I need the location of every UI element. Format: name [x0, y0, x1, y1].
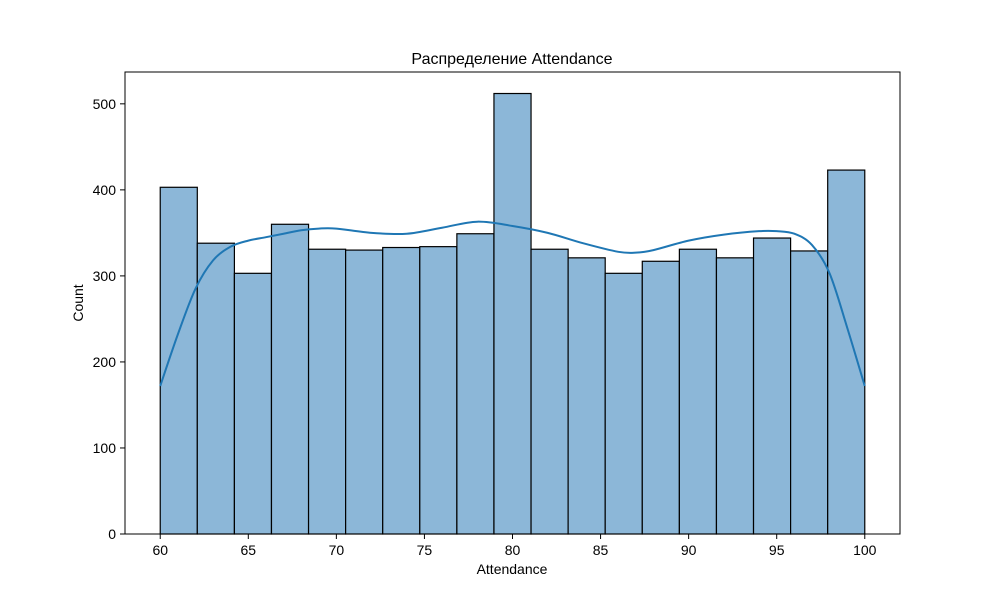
x-tick-label: 70 [329, 542, 345, 558]
x-tick-label: 80 [505, 542, 521, 558]
histogram-bar [530, 248, 569, 535]
plot-frame [124, 71, 901, 535]
histogram-bar [715, 257, 755, 535]
y-tick-label: 300 [93, 268, 117, 284]
histogram-bar [159, 186, 198, 535]
x-tick-label: 60 [152, 542, 168, 558]
y-axis-label: Count [70, 284, 86, 321]
y-tick-label: 500 [93, 96, 117, 112]
y-tick-label: 200 [93, 354, 117, 370]
x-tick-label: 90 [681, 542, 697, 558]
kde-group [159, 220, 866, 387]
x-axis-label: Attendance [477, 561, 548, 577]
histogram-bar [493, 92, 532, 535]
kde-line [159, 220, 866, 387]
histogram-bar [382, 246, 421, 535]
x-tick-label: 95 [769, 542, 785, 558]
y-tick-label: 100 [93, 440, 117, 456]
x-tick-label: 100 [853, 542, 877, 558]
x-axis: 60 65 70 75 80 85 90 95 100 [152, 534, 877, 558]
x-tick-label: 65 [241, 542, 257, 558]
histogram-bar [419, 246, 458, 535]
histogram-bar [752, 237, 792, 535]
y-tick-label: 400 [93, 182, 117, 198]
bars-group [159, 92, 866, 535]
histogram-bar [641, 260, 680, 535]
histogram-bar [678, 248, 718, 535]
histogram-bar [604, 272, 643, 535]
histogram-bar [345, 249, 384, 535]
histogram-bar [233, 272, 273, 535]
histogram-bar [307, 248, 347, 535]
histogram-bar [270, 223, 310, 535]
chart-title: Распределение Attendance [411, 51, 612, 68]
y-axis: 0 100 200 300 400 500 [93, 96, 125, 542]
histogram-bar [790, 250, 829, 535]
histogram-bar [196, 242, 235, 535]
histogram-bar [567, 257, 606, 535]
y-tick-label: 0 [108, 526, 116, 542]
histogram-bar [827, 169, 866, 535]
histogram-bar [456, 233, 495, 535]
x-tick-label: 85 [593, 542, 609, 558]
x-tick-label: 75 [417, 542, 433, 558]
